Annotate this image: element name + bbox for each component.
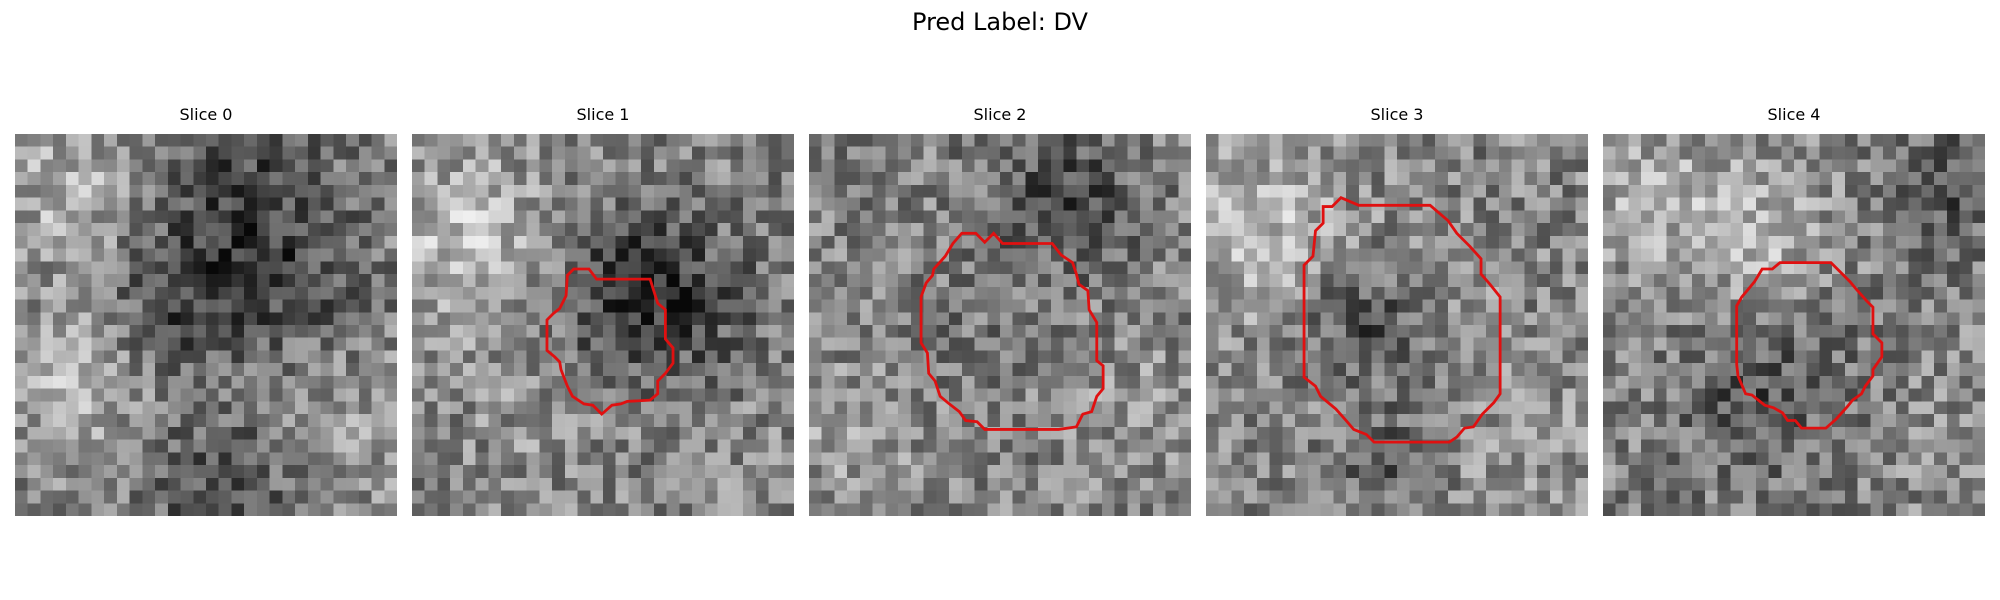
slice-title: Slice 2 xyxy=(973,105,1027,124)
slice-title: Slice 4 xyxy=(1767,105,1821,124)
slice-title: Slice 0 xyxy=(179,105,233,124)
slice-image-2 xyxy=(809,134,1191,516)
slice-pixels xyxy=(1603,134,1985,516)
slice-pixels xyxy=(1206,134,1588,516)
slice-panel-2: Slice 2 xyxy=(809,105,1191,516)
figure-title: Pred Label: DV xyxy=(912,8,1088,36)
slice-panel-3: Slice 3 xyxy=(1206,105,1588,516)
slice-image-1 xyxy=(412,134,794,516)
prediction-contour xyxy=(1735,261,1884,430)
slice-pixels xyxy=(412,134,794,516)
slice-image-0 xyxy=(15,134,397,516)
prediction-contour xyxy=(545,267,675,417)
slice-title: Slice 3 xyxy=(1370,105,1424,124)
prediction-contour xyxy=(1302,196,1502,444)
prediction-contour xyxy=(919,231,1105,431)
slice-panel-1: Slice 1 xyxy=(412,105,794,516)
slice-image-4 xyxy=(1603,134,1985,516)
slice-title: Slice 1 xyxy=(576,105,630,124)
slice-pixels xyxy=(809,134,1191,516)
slice-panel-4: Slice 4 xyxy=(1603,105,1985,516)
slice-pixels xyxy=(15,134,397,516)
slice-image-3 xyxy=(1206,134,1588,516)
slice-panel-0: Slice 0 xyxy=(15,105,397,516)
